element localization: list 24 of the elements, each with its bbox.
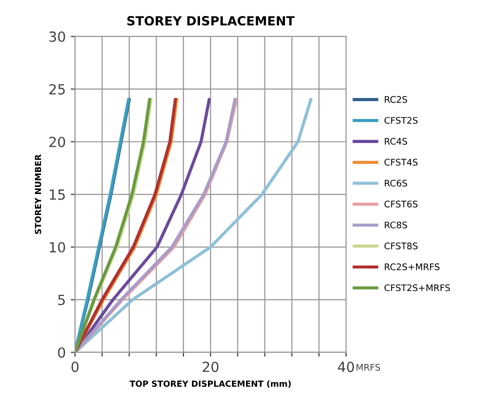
- y-tick-label: 0: [58, 347, 66, 358]
- legend-label: CFST8S: [384, 242, 418, 250]
- legend-label: CFST2S: [384, 116, 418, 124]
- x-tick-label: 0: [72, 362, 79, 372]
- y-tick-label: 20: [49, 136, 66, 148]
- y-tick-label: 25: [49, 84, 65, 95]
- legend-label: RC4S: [384, 138, 408, 145]
- y-tick-label: 30: [49, 31, 66, 42]
- x-tick-label: 20: [202, 362, 218, 372]
- legend-label: RC2S: [384, 96, 408, 103]
- legend-label: CFST6S: [384, 200, 418, 208]
- legend-label: RC6S: [384, 180, 408, 187]
- chart-title: STOREY DISPLACEMENT: [127, 16, 295, 26]
- text: MRFS: [356, 364, 380, 371]
- y-tick-label: 5: [58, 294, 65, 306]
- legend-label: CFST4S: [384, 158, 418, 166]
- legend-label: RC8S: [384, 222, 408, 228]
- y-axis-title: STOREY NUMBER: [34, 154, 42, 234]
- x-tick-label: 40: [338, 362, 354, 372]
- legend-label: CFST2S+MRFS: [384, 284, 450, 292]
- y-tick-label: 10: [50, 242, 66, 253]
- x-axis-title: TOP STOREY DISPLACEMENT (mm): [130, 380, 291, 388]
- legend-label: RC2S+MRFS: [384, 263, 440, 270]
- y-tick-label: 15: [50, 190, 65, 200]
